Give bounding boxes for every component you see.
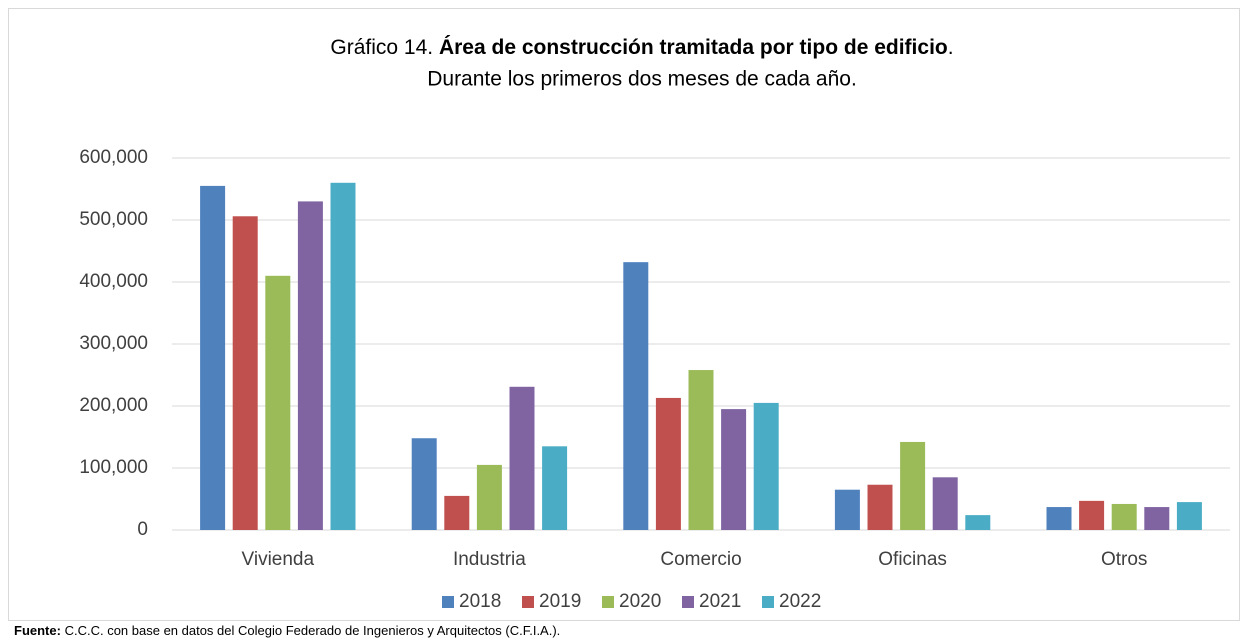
bar [834,489,860,530]
legend-label: 2022 [779,591,821,612]
legend-label: 2020 [619,591,661,612]
title-suffix: . [948,36,954,59]
bar [509,386,535,530]
x-tick-label: Otros [1101,549,1147,570]
bar [411,438,437,530]
bar [200,185,226,530]
legend-label: 2018 [459,591,501,612]
bar [444,495,470,530]
y-tick-label: 200,000 [79,395,148,416]
bar [265,275,291,530]
legend-swatch [762,596,774,608]
title-prefix: Gráfico 14. [330,36,433,59]
bar [1111,503,1137,530]
title-bold: Área de construcción tramitada por tipo … [439,36,948,59]
x-tick-label: Oficinas [878,549,947,570]
y-tick-label: 400,000 [79,271,148,292]
bar [900,441,926,530]
legend-swatch [442,596,454,608]
bar [297,201,323,530]
legend-label: 2021 [699,591,741,612]
bar [1144,507,1170,530]
bar [867,484,893,530]
source-text: C.C.C. con base en datos del Colegio Fed… [65,623,561,638]
bar [753,402,779,530]
x-tick-label: Vivienda [242,549,315,570]
bar [965,515,991,530]
legend-label: 2019 [539,591,581,612]
y-tick-label: 500,000 [79,209,148,230]
y-tick-label: 0 [137,519,148,540]
chart-subtitle: Durante los primeros dos meses de cada a… [427,68,857,91]
bar [1176,502,1202,530]
y-tick-label: 600,000 [79,147,148,168]
bar [721,409,747,530]
legend-swatch [522,596,534,608]
x-tick-label: Industria [453,549,526,570]
bar [1046,507,1072,530]
bar [655,397,681,530]
legend-swatch [602,596,614,608]
bar [476,464,502,530]
bar [330,182,356,531]
source: Fuente: C.C.C. con base en datos del Col… [14,623,560,638]
chart-title: Gráfico 14. Área de construcción tramita… [330,36,953,59]
y-tick-label: 300,000 [79,333,148,354]
bar [932,477,958,530]
bar [542,446,568,530]
legend-swatch [682,596,694,608]
bar [688,370,714,530]
bar [232,216,258,530]
y-tick-label: 100,000 [79,457,148,478]
bar [1079,500,1105,530]
source-label: Fuente: [14,623,61,638]
x-tick-label: Comercio [660,549,741,570]
bar [623,262,649,530]
